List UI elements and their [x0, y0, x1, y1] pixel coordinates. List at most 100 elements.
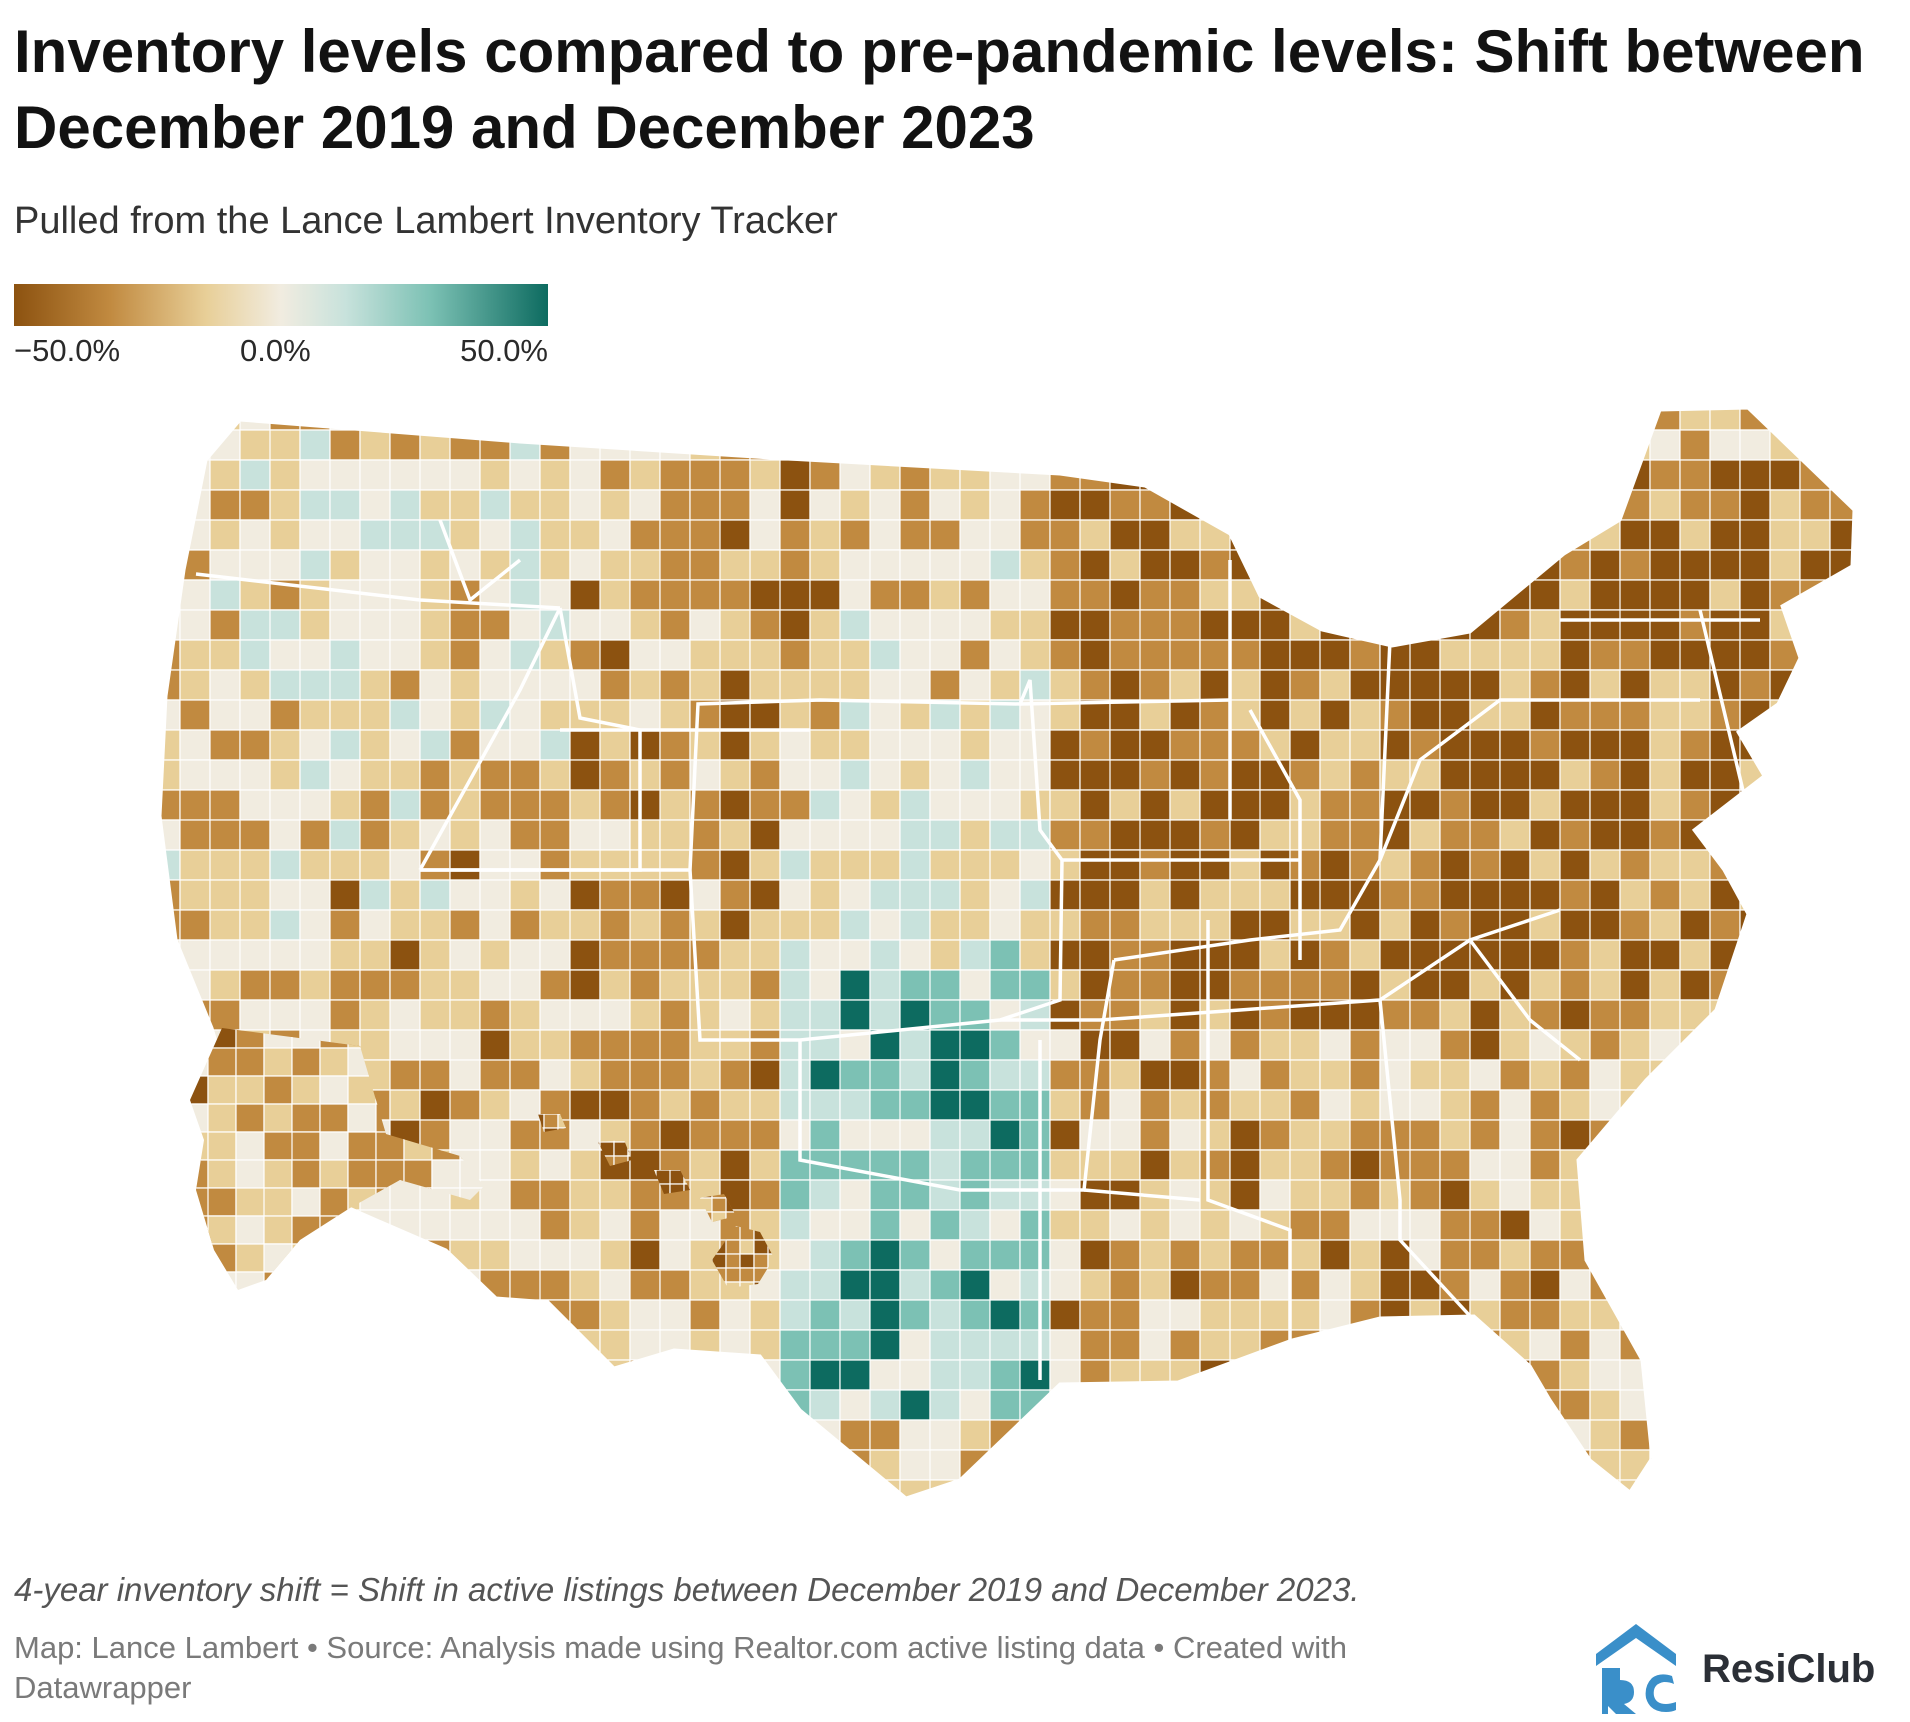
county-cell — [1829, 1089, 1854, 1121]
county-cell — [539, 789, 571, 821]
county-cell — [869, 1299, 901, 1331]
county-cell — [779, 1089, 811, 1121]
county-cell — [1019, 1359, 1051, 1391]
county-cell — [1319, 519, 1381, 551]
county-cell — [749, 819, 781, 851]
county-cell — [899, 579, 931, 611]
county-cell — [389, 699, 421, 731]
county-cell — [1529, 1299, 1561, 1331]
county-cell — [689, 1329, 721, 1361]
county-cell — [269, 1389, 331, 1421]
county-cell — [869, 1269, 901, 1301]
county-cell — [299, 609, 331, 641]
county-cell — [1589, 699, 1621, 731]
county-cell — [1860, 520, 1890, 550]
county-cell — [1349, 1449, 1411, 1481]
county-cell — [659, 909, 691, 941]
county-cell — [1049, 609, 1081, 641]
county-cell — [239, 1359, 301, 1391]
county-cell — [1199, 849, 1231, 881]
county-cell — [239, 459, 271, 491]
county-cell — [179, 579, 211, 611]
county-cell — [419, 609, 451, 641]
county-cell — [629, 429, 661, 461]
county-cell — [1139, 1449, 1171, 1481]
county-choropleth-map[interactable] — [0, 400, 1910, 1520]
county-cell — [629, 729, 661, 761]
county-cell — [299, 849, 331, 881]
county-cell — [1589, 1209, 1621, 1241]
county-cell — [1109, 1239, 1141, 1271]
county-cell — [1799, 849, 1854, 881]
county-cell — [749, 549, 781, 581]
county-cell — [1409, 1179, 1441, 1211]
county-cell — [1109, 849, 1141, 881]
county-cell — [1469, 429, 1501, 461]
county-cell — [1679, 1479, 1711, 1498]
county-cell — [899, 639, 931, 671]
county-cell — [869, 699, 901, 731]
county-cell — [1709, 1209, 1741, 1241]
county-cell — [209, 729, 241, 761]
county-cell — [1589, 759, 1621, 791]
color-legend: −50.0% 0.0% 50.0% — [14, 284, 548, 380]
county-cell — [1559, 1179, 1591, 1211]
county-cell — [569, 1269, 601, 1301]
county-cell — [779, 1179, 811, 1211]
county-cell — [1049, 1239, 1081, 1271]
county-cell — [1739, 1269, 1771, 1301]
county-cell — [269, 819, 301, 851]
county-cell — [959, 1029, 991, 1061]
county-cell — [299, 1449, 331, 1481]
county-cell — [1079, 1479, 1141, 1498]
county-cell — [1679, 639, 1711, 671]
county-cell — [1439, 849, 1471, 881]
county-cell — [839, 879, 871, 911]
county-cell — [1499, 729, 1531, 761]
county-cell — [509, 408, 571, 431]
county-cell — [509, 1479, 541, 1498]
county-cell — [1559, 1479, 1591, 1498]
county-cell — [1799, 909, 1854, 941]
county-cell — [449, 1479, 511, 1498]
county-cell — [899, 1269, 931, 1301]
county-cell — [1019, 1419, 1051, 1451]
county-cell — [569, 1449, 601, 1481]
county-cell — [329, 408, 361, 431]
county-cell — [1529, 1149, 1561, 1181]
county-cell — [209, 519, 241, 551]
county-cell — [1559, 939, 1591, 971]
county-cell — [1109, 1479, 1141, 1498]
county-cell — [1319, 969, 1351, 1001]
county-cell — [539, 879, 571, 911]
county-cell — [719, 1149, 751, 1181]
county-cell — [1469, 729, 1501, 761]
county-cell — [389, 408, 421, 431]
county-cell — [1769, 1299, 1801, 1331]
county-cell — [359, 789, 391, 821]
county-cell — [839, 1479, 871, 1498]
county-cell — [929, 909, 961, 941]
county-cell — [659, 1269, 691, 1301]
county-cell — [1499, 789, 1531, 821]
county-cell — [989, 909, 1021, 941]
county-cell — [1499, 1179, 1531, 1211]
county-cell — [1079, 519, 1111, 551]
county-cell — [1169, 1059, 1201, 1091]
county-cell — [449, 759, 481, 791]
county-cell — [899, 1419, 931, 1451]
county-cell — [1409, 1389, 1441, 1421]
county-cell — [1259, 1089, 1291, 1121]
county-cell — [1349, 459, 1381, 491]
county-cell — [569, 1149, 601, 1181]
county-cell — [1679, 849, 1711, 881]
county-cell — [959, 408, 1021, 431]
county-cell — [479, 1059, 511, 1091]
county-cell — [299, 789, 331, 821]
county-cell — [689, 549, 721, 581]
county-cell — [1349, 1089, 1381, 1121]
county-cell — [1469, 1209, 1501, 1241]
county-cell — [659, 1449, 691, 1481]
county-cell — [1469, 579, 1501, 611]
county-cell — [1439, 1479, 1471, 1498]
